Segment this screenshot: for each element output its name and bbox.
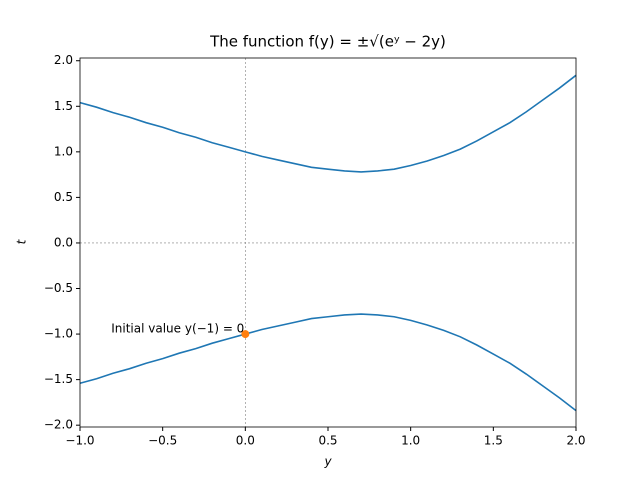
y-tick-label: 2.0 xyxy=(54,53,73,67)
annotation: Initial value y(−1) = 0 xyxy=(111,322,244,336)
y-tick-label: −1.5 xyxy=(44,372,73,386)
chart-title: The function f(y) = ±√(eʸ − 2y) xyxy=(209,33,446,51)
x-tick-label: 0.0 xyxy=(236,434,255,448)
x-tick-label: −1.0 xyxy=(65,434,94,448)
initial-point xyxy=(241,330,250,339)
x-tick-label: 1.0 xyxy=(401,434,420,448)
x-axis-label: y xyxy=(323,455,332,469)
y-axis-label: t xyxy=(15,238,29,244)
plot-frame xyxy=(79,57,577,428)
x-tick-label: 1.5 xyxy=(484,434,503,448)
line xyxy=(79,74,577,173)
y-tick-label: −2.0 xyxy=(44,418,73,432)
line xyxy=(79,313,577,412)
y-tick-label: −0.5 xyxy=(44,281,73,295)
x-tick-label: 2.0 xyxy=(566,434,585,448)
y-tick-label: 1.0 xyxy=(54,144,73,158)
y-tick-label: 0.5 xyxy=(54,190,73,204)
x-tick-label: 0.5 xyxy=(318,434,337,448)
y-tick-label: −1.0 xyxy=(44,327,73,341)
y-tick-label: 1.5 xyxy=(54,99,73,113)
y-tick-label: 0.0 xyxy=(54,235,73,249)
x-tick-label: −0.5 xyxy=(148,434,177,448)
